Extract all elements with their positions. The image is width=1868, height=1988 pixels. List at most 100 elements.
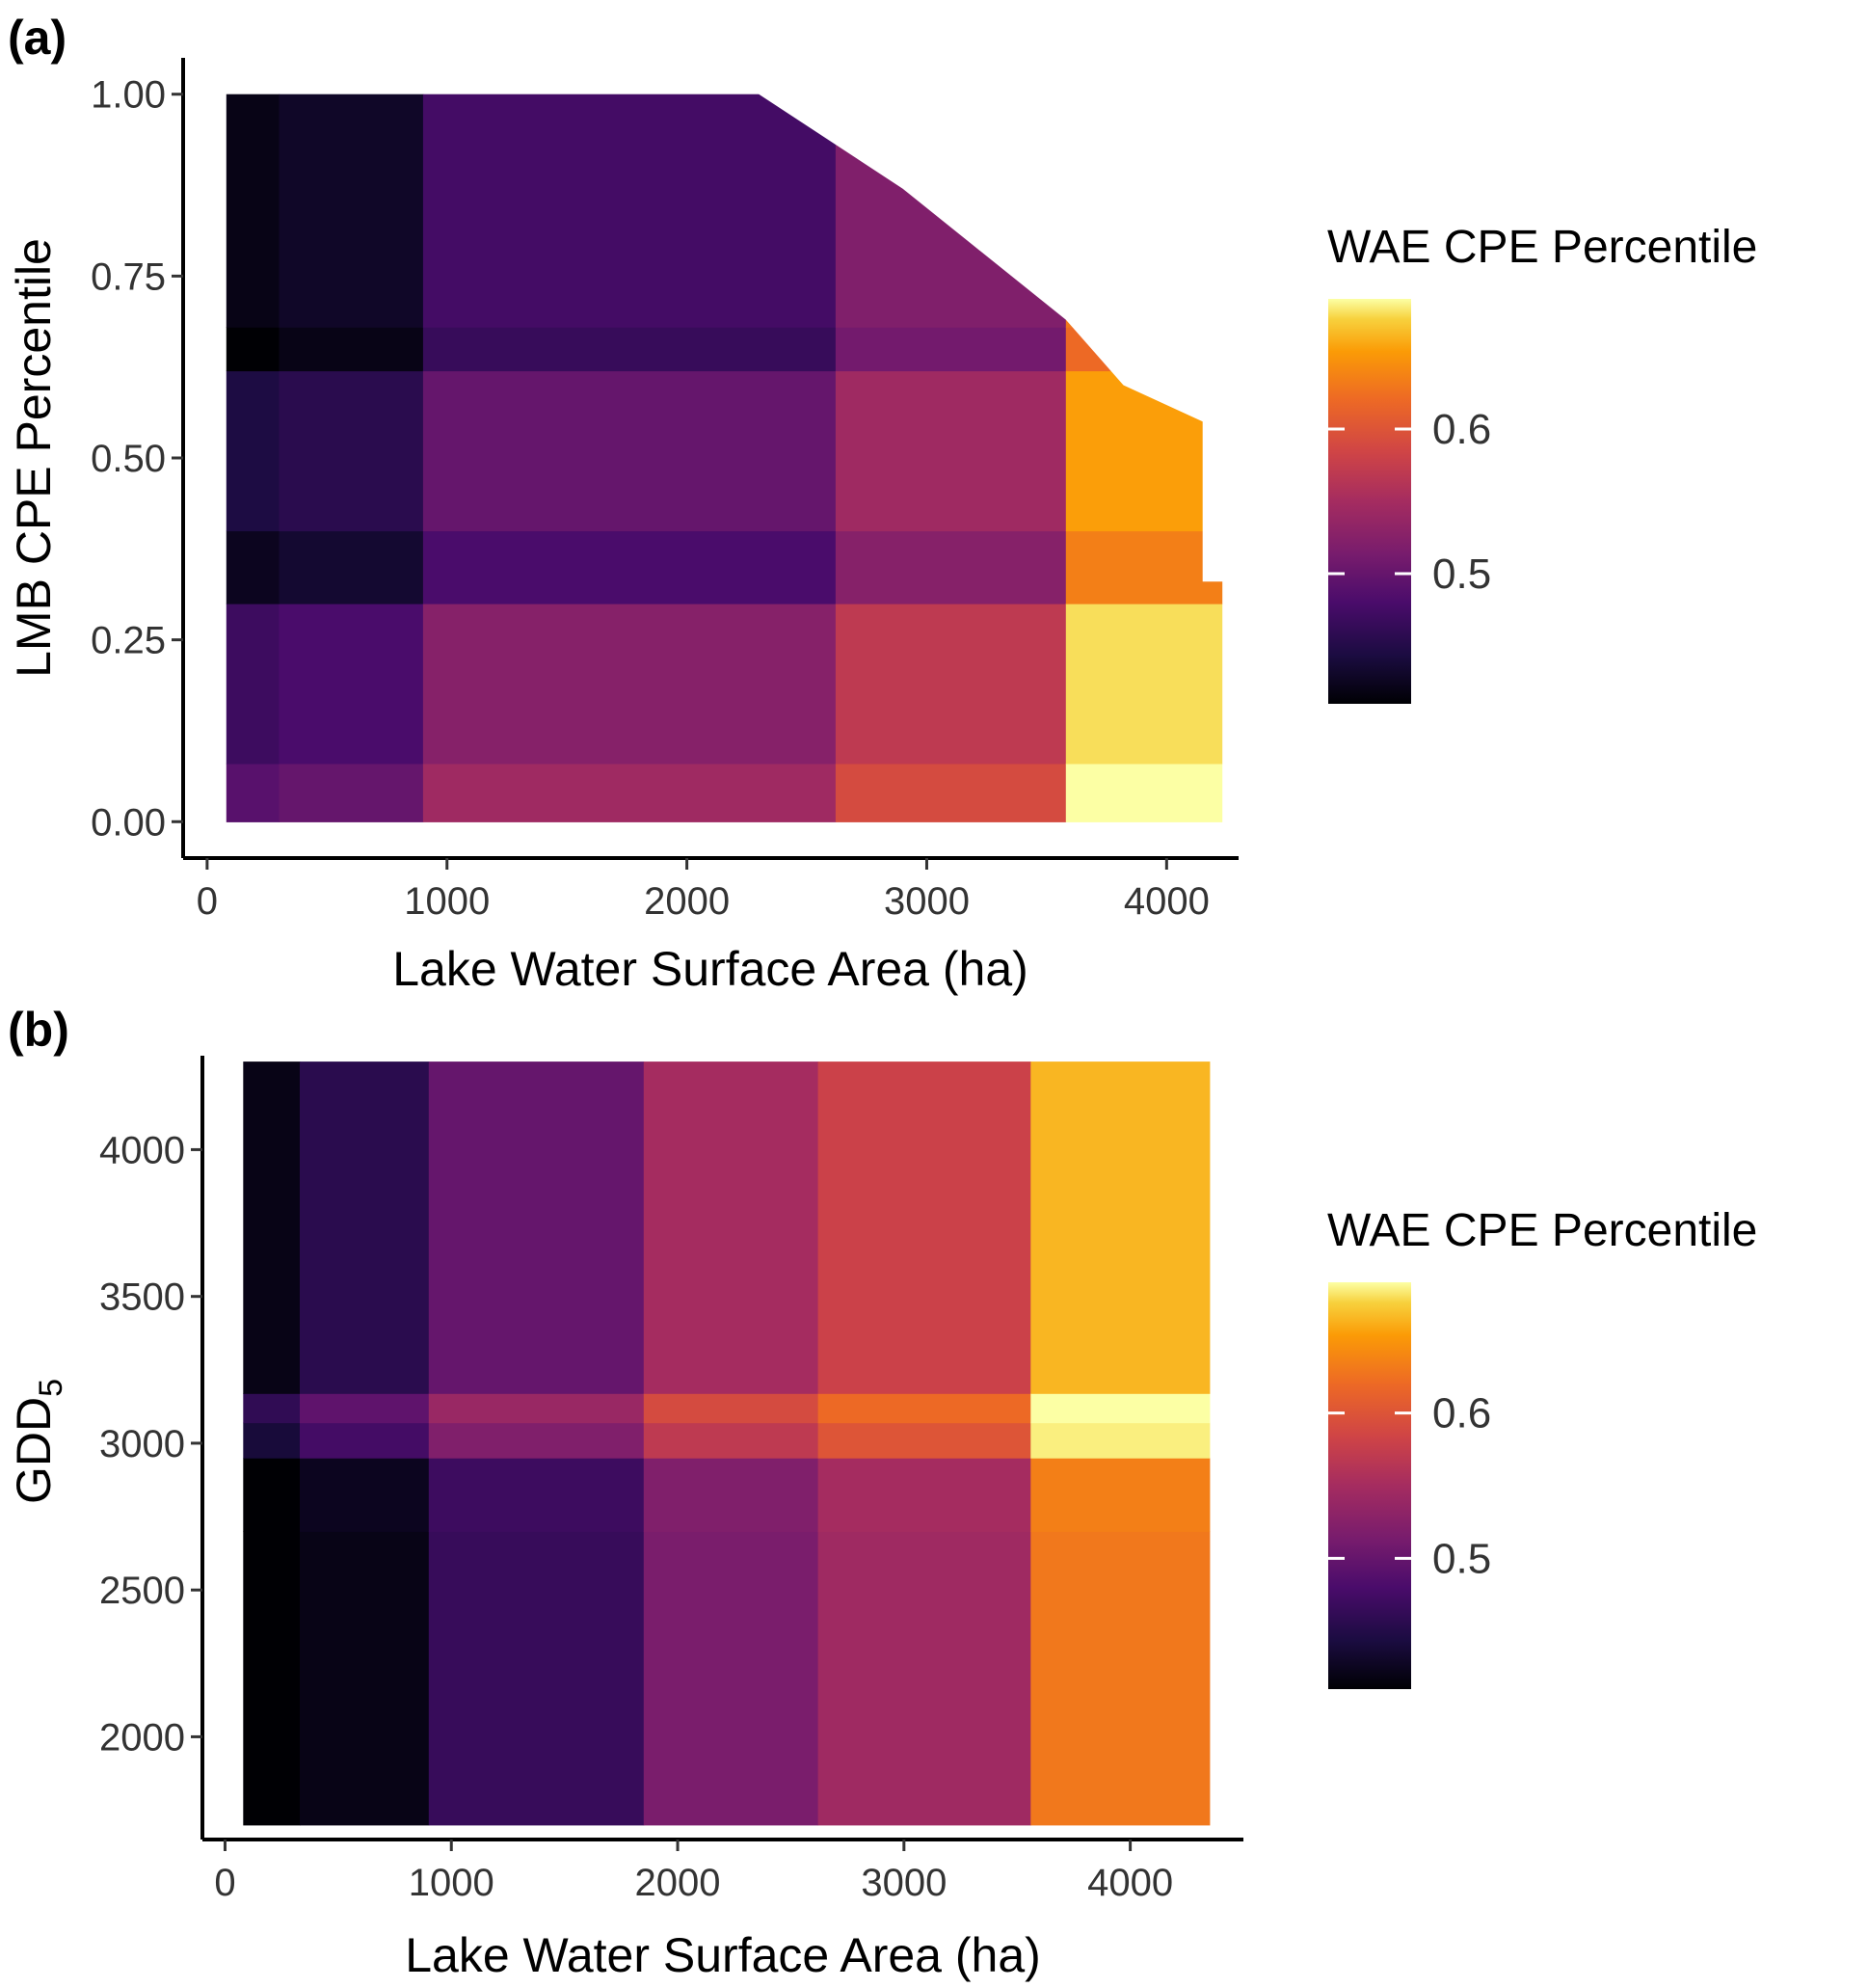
x-tick-label: 2000 [644, 880, 730, 923]
heatmap-cell-b-4-4 [817, 1061, 1031, 1394]
heatmap-cell-b-3-3 [643, 1393, 819, 1424]
x-tick-label: 2000 [635, 1862, 721, 1904]
heatmap-cell-a-1-5 [279, 94, 424, 328]
heatmap-cell-a-0-1 [226, 603, 280, 765]
heatmap-cell-a-0-4 [226, 327, 280, 372]
heatmap-cell-a-3-4 [835, 327, 1067, 372]
y-tick-label: 2500 [99, 1570, 185, 1612]
heatmap-cell-b-3-4 [643, 1061, 819, 1394]
x-axis-title-b: Lake Water Surface Area (ha) [405, 1928, 1041, 1982]
y-tick-label: 0.00 [91, 801, 166, 844]
heatmap-cell-a-4-1 [1065, 603, 1223, 765]
heatmap-cell-b-0-1 [243, 1458, 301, 1532]
heatmap-cell-b-2-2 [428, 1422, 645, 1459]
heatmap-cell-a-3-3 [835, 370, 1067, 532]
colorbar-tick-label: 0.6 [1432, 406, 1491, 453]
heatmap-cell-a-2-1 [422, 603, 837, 765]
colorbar-ticks-b: 0.5 0.6 [1328, 1390, 1491, 1582]
heatmap-cell-b-2-4 [428, 1061, 645, 1394]
heatmap-cell-b-0-0 [243, 1531, 301, 1826]
heatmap-cell-a-4-2 [1065, 530, 1223, 604]
y-tick-label: 3000 [99, 1423, 185, 1465]
heatmap-cell-a-1-2 [279, 530, 424, 604]
heatmap-cell-a-0-5 [226, 94, 280, 328]
legend-title-a: WAE CPE Percentile [1327, 222, 1757, 273]
x-axis-title-a: Lake Water Surface Area (ha) [392, 942, 1028, 996]
heatmap-cell-b-3-2 [643, 1422, 819, 1459]
heatmap-cell-a-2-2 [422, 530, 837, 604]
y-axis-title-b-subscript: 5 [33, 1379, 69, 1397]
heatmap-cell-b-5-2 [1030, 1422, 1211, 1459]
y-tick-label: 4000 [99, 1129, 185, 1171]
x-ticks-a: 0 1000 2000 3000 4000 [197, 858, 1210, 923]
y-ticks-b: 2000 2500 3000 3500 4000 [99, 1129, 202, 1759]
heatmap-cell-a-0-3 [226, 370, 280, 532]
heatmap-cell-a-2-4 [422, 327, 837, 372]
heatmap-cell-b-5-4 [1030, 1061, 1211, 1394]
y-tick-label: 0.25 [91, 620, 166, 662]
heatmap-cell-a-3-0 [835, 763, 1067, 822]
x-tick-label: 0 [214, 1862, 235, 1904]
heatmap-cell-b-2-0 [428, 1531, 645, 1826]
heatmap-cell-a-0-2 [226, 530, 280, 604]
heatmap-empty-region-a [759, 58, 1239, 582]
x-tick-label: 3000 [884, 880, 970, 923]
y-axis-title-b: GDD5 [7, 1379, 69, 1504]
x-tick-label: 1000 [404, 880, 490, 923]
heatmap-cell-b-2-1 [428, 1458, 645, 1532]
heatmap-cell-b-1-1 [300, 1458, 430, 1532]
y-axis-title-b-main: GDD [7, 1397, 61, 1504]
x-tick-label: 1000 [409, 1862, 494, 1904]
x-tick-label: 0 [197, 880, 218, 923]
heatmap-cell-b-5-0 [1030, 1531, 1211, 1826]
y-tick-label: 0.75 [91, 255, 166, 298]
y-axis-title-a: LMB CPE Percentile [7, 238, 61, 678]
colorbar-tick-label: 0.6 [1432, 1390, 1491, 1437]
heatmap-cell-a-1-3 [279, 370, 424, 532]
y-tick-label: 3500 [99, 1276, 185, 1319]
heatmap-cell-a-3-2 [835, 530, 1067, 604]
heatmap-cell-a-4-0 [1065, 763, 1223, 822]
heatmap-cell-a-0-0 [226, 763, 280, 822]
heatmap-cell-a-1-4 [279, 327, 424, 372]
panel-label-b: (b) [8, 1003, 69, 1057]
heatmap-cells-b [243, 1061, 1211, 1826]
heatmap-cell-a-3-1 [835, 603, 1067, 765]
y-tick-label: 0.50 [91, 438, 166, 480]
colorbar-b [1328, 1282, 1411, 1689]
heatmap-cell-b-1-0 [300, 1531, 430, 1826]
heatmap-cell-b-4-0 [817, 1531, 1031, 1826]
heatmap-cell-a-2-5 [422, 94, 837, 328]
heatmap-cell-b-0-2 [243, 1422, 301, 1459]
heatmap-cell-b-1-3 [300, 1393, 430, 1424]
x-tick-label: 4000 [1124, 880, 1210, 923]
heatmap-cell-b-4-1 [817, 1458, 1031, 1532]
y-tick-label: 1.00 [91, 74, 166, 117]
heatmap-cell-b-5-3 [1030, 1393, 1211, 1424]
heatmap-cell-b-0-3 [243, 1393, 301, 1424]
heatmap-cell-b-1-4 [300, 1061, 430, 1394]
heatmap-cell-b-2-3 [428, 1393, 645, 1424]
heatmap-boundary-mask-a [759, 58, 1239, 582]
x-ticks-b: 0 1000 2000 3000 4000 [214, 1840, 1173, 1904]
colorbar-ticks-a: 0.5 0.6 [1328, 406, 1491, 598]
y-tick-label: 2000 [99, 1716, 185, 1759]
heatmap-cell-b-3-1 [643, 1458, 819, 1532]
colorbar-tick-label: 0.5 [1432, 551, 1491, 598]
heatmap-cell-b-5-1 [1030, 1458, 1211, 1532]
heatmap-cell-b-0-4 [243, 1061, 301, 1394]
panel-label-a: (a) [8, 11, 67, 65]
heatmap-cell-b-1-2 [300, 1422, 430, 1459]
x-tick-label: 3000 [861, 1862, 947, 1904]
heatmap-cell-a-2-0 [422, 763, 837, 822]
heatmap-cell-b-3-0 [643, 1531, 819, 1826]
colorbar-a [1328, 299, 1411, 704]
heatmap-cell-a-1-0 [279, 763, 424, 822]
heatmap-cell-a-1-1 [279, 603, 424, 765]
y-ticks-a: 0.00 0.25 0.50 0.75 1.00 [91, 74, 183, 844]
heatmap-cell-b-4-2 [817, 1422, 1031, 1459]
heatmap-cell-b-4-3 [817, 1393, 1031, 1424]
x-tick-label: 4000 [1087, 1862, 1173, 1904]
legend-title-b: WAE CPE Percentile [1327, 1205, 1757, 1256]
